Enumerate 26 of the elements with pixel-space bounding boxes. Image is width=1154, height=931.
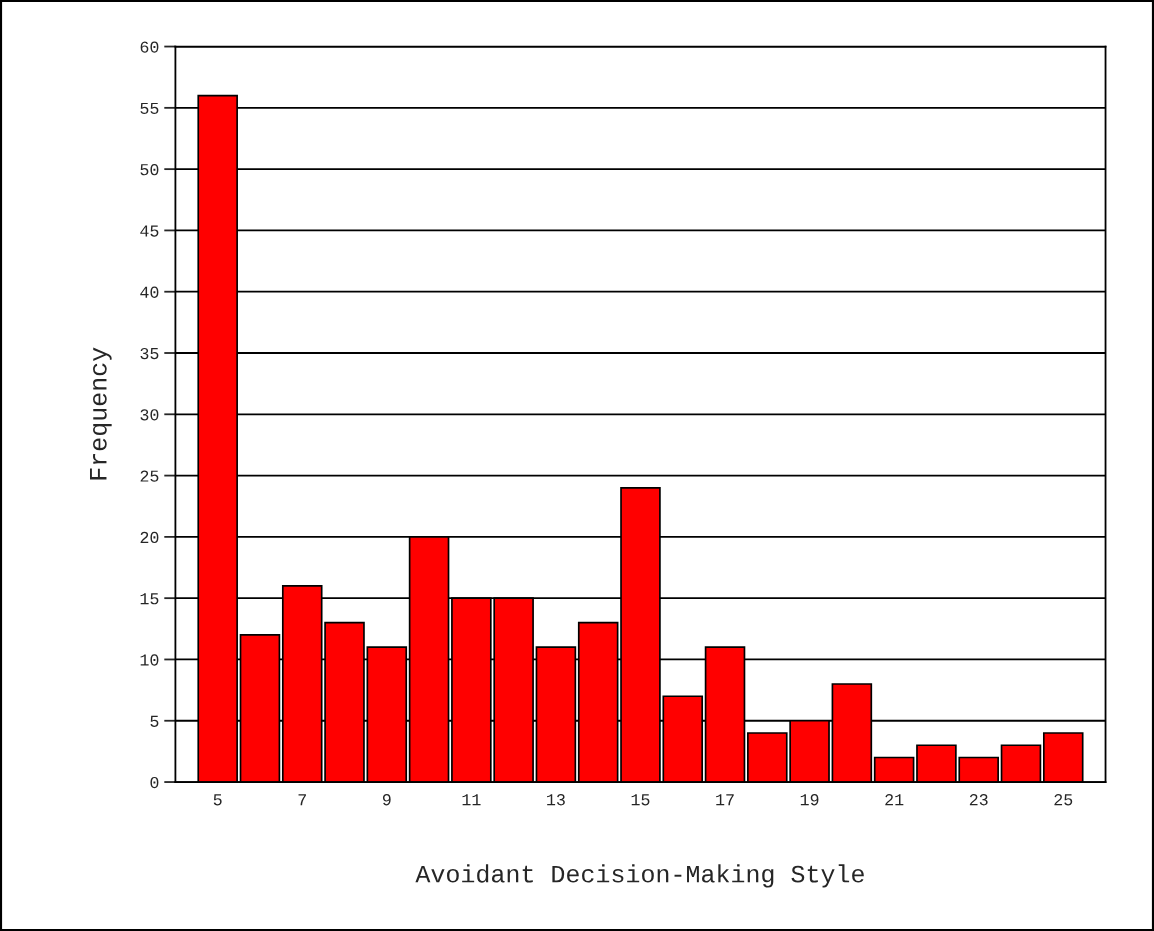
y-tick-label: 10 [140,654,159,666]
y-tick-label: 5 [150,715,159,727]
y-tick-label: 15 [140,593,159,605]
x-tick-label: 7 [298,794,306,806]
y-tick-label: 0 [150,776,159,789]
y-axis-title: Frequency [90,347,112,480]
x-tick-label: 21 [885,794,904,806]
x-tick-label: 11 [462,794,481,806]
y-tick-label: 30 [140,409,159,421]
y-tick-label: 60 [140,41,159,53]
y-tick-label: 25 [140,470,159,482]
x-tick-label: 5 [213,794,222,806]
y-tick-label: 55 [140,102,159,115]
x-tick-label: 15 [631,794,650,806]
x-tick-label: 13 [547,794,565,806]
y-tick-label: 35 [140,347,159,360]
x-tick-label: 19 [800,794,819,806]
y-tick-label: 40 [140,286,159,298]
x-axis-title: Avoidant Decision-Making Style [415,864,864,888]
x-tick-label: 17 [716,794,734,806]
x-tick-label: 25 [1054,794,1073,806]
y-tick-label: 20 [140,531,159,544]
x-tick-label: 9 [382,794,391,806]
y-tick-label: 45 [140,225,159,237]
x-tick-label: 23 [969,794,988,806]
y-tick-label: 50 [140,164,159,176]
